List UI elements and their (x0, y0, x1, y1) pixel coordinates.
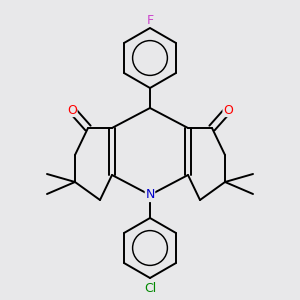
Text: F: F (146, 14, 154, 26)
Text: O: O (223, 103, 233, 116)
Text: Cl: Cl (144, 281, 156, 295)
Text: O: O (67, 103, 77, 116)
Text: N: N (145, 188, 155, 202)
